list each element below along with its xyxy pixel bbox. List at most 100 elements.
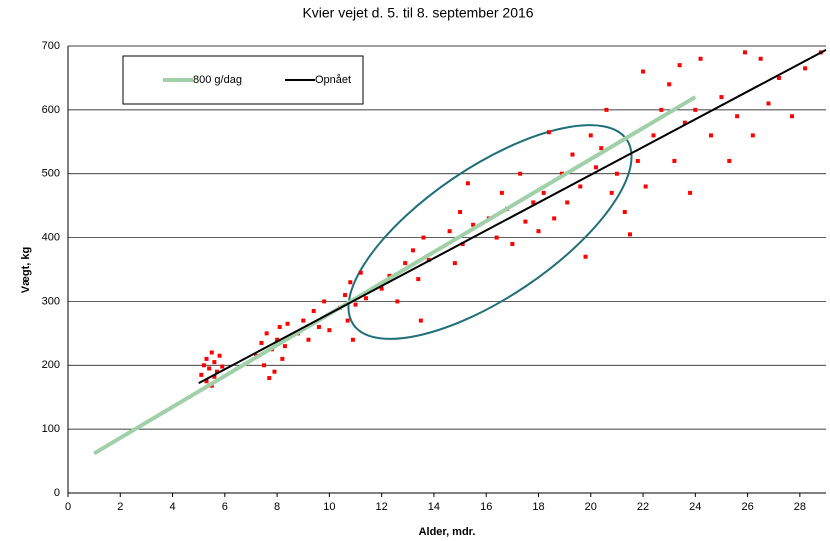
scatter-point [659, 107, 664, 112]
scatter-point [458, 210, 463, 215]
scatter-point [316, 324, 321, 329]
scatter-point [583, 254, 588, 259]
scatter-point [698, 56, 703, 61]
scatter-point [217, 353, 222, 358]
x-tick-label: 16 [480, 501, 492, 513]
line [93, 95, 697, 456]
x-tick-label: 8 [274, 501, 280, 513]
scatter-point [379, 286, 384, 291]
scatter-point [327, 328, 332, 333]
scatter-point [272, 369, 277, 374]
x-tick-label: 18 [532, 501, 544, 513]
scatter-point [588, 133, 593, 138]
scatter-point [403, 261, 408, 266]
scatter-point [735, 114, 740, 119]
y-tick-label: 400 [42, 231, 60, 243]
scatter-point [742, 50, 747, 55]
y-axis-label: Vægt, kg [20, 247, 32, 293]
scatter-point [641, 69, 646, 74]
scatter-point [627, 232, 632, 237]
scatter-point [267, 376, 272, 381]
chart-title: Kvier vejet d. 5. til 8. september 2016 [302, 5, 533, 21]
legend-label: Opnået [315, 74, 351, 86]
y-tick-label: 100 [42, 423, 60, 435]
scatter-point [565, 200, 570, 205]
scatter-point [471, 222, 476, 227]
scatter-point [803, 66, 808, 71]
scatter-point [494, 235, 499, 240]
x-tick-label: 14 [428, 501, 440, 513]
scatter-point [688, 190, 693, 195]
scatter-point [499, 190, 504, 195]
scatter-point [264, 331, 269, 336]
scatter-point [536, 229, 541, 234]
scatter-point [622, 210, 627, 215]
scatter-point [209, 350, 214, 355]
scatter-point [301, 318, 306, 323]
scatter-point [518, 171, 523, 176]
scatter-point [204, 379, 209, 384]
scatter-point [593, 165, 598, 170]
scatter-point [306, 337, 311, 342]
scatter-point [201, 363, 206, 368]
x-tick-label: 0 [65, 501, 71, 513]
scatter-point [353, 302, 358, 307]
scatter-point [322, 299, 327, 304]
scatter-point [416, 277, 421, 282]
x-tick-label: 6 [222, 501, 228, 513]
scatter-point [207, 366, 212, 371]
scatter-point [350, 337, 355, 342]
x-tick-label: 26 [741, 501, 753, 513]
scatter-point [614, 171, 619, 176]
scatter-point [546, 130, 551, 135]
scatter-point [285, 321, 290, 326]
scatter-point [643, 184, 648, 189]
scatter-point [510, 241, 515, 246]
scatter-point [465, 181, 470, 186]
scatter-point [604, 107, 609, 112]
scatter-point [750, 133, 755, 138]
x-axis-label: Alder, mdr. [419, 526, 476, 538]
scatter-point [758, 56, 763, 61]
scatter-point [552, 216, 557, 221]
scatter-point [609, 190, 614, 195]
y-tick-label: 700 [42, 40, 60, 52]
scatter-point [212, 374, 217, 379]
scatter-point [387, 273, 392, 278]
legend-label: 800 g/dag [193, 74, 242, 86]
scatter-point [311, 309, 316, 314]
scatter-point [280, 356, 285, 361]
scatter-point [214, 369, 219, 374]
y-tick-label: 500 [42, 168, 60, 180]
y-tick-label: 0 [54, 487, 60, 499]
y-tick-label: 300 [42, 295, 60, 307]
scatter-point [541, 190, 546, 195]
scatter-point [204, 356, 209, 361]
scatter-point [358, 270, 363, 275]
scatter-point [599, 146, 604, 151]
scatter-point [363, 296, 368, 301]
scatter-point [766, 101, 771, 106]
scatter-point [220, 364, 225, 369]
scatter-point [411, 248, 416, 253]
scatter-point [275, 337, 280, 342]
scatter-point [682, 120, 687, 125]
x-tick-label: 4 [169, 501, 175, 513]
scatter-point [348, 280, 353, 285]
scatter-point [560, 171, 565, 176]
scatter-point [672, 158, 677, 163]
scatter-point [452, 261, 457, 266]
scatter-point [651, 133, 656, 138]
scatter-point [418, 318, 423, 323]
x-tick-label: 24 [689, 501, 701, 513]
scatter-point [776, 75, 781, 80]
y-tick-label: 600 [42, 104, 60, 116]
scatter-point [212, 360, 217, 365]
scatter-point [395, 299, 400, 304]
scatter-point [708, 133, 713, 138]
x-tick-label: 20 [585, 501, 597, 513]
scatter-point [693, 107, 698, 112]
scatter-point [570, 152, 575, 157]
scatter-point [719, 95, 724, 100]
